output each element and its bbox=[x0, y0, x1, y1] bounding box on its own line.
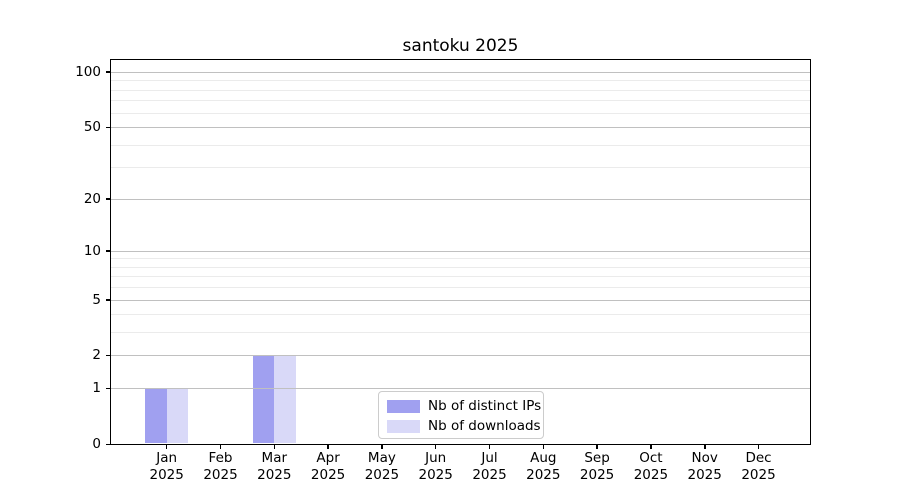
y-axis-tick bbox=[106, 250, 111, 252]
x-axis-tick bbox=[434, 444, 437, 449]
x-axis-tick bbox=[488, 444, 491, 449]
month-label: Aug bbox=[530, 450, 557, 466]
legend-swatch-icon bbox=[387, 399, 420, 413]
minor-gridline bbox=[111, 80, 810, 82]
minor-gridline bbox=[111, 287, 810, 289]
month-label: Dec bbox=[745, 450, 772, 466]
x-axis-tick bbox=[704, 444, 706, 449]
year-label: 2025 bbox=[310, 467, 346, 483]
y-axis-tick bbox=[106, 299, 111, 301]
year-label: 2025 bbox=[364, 467, 400, 483]
minor-gridline bbox=[111, 266, 810, 268]
year-label: 2025 bbox=[203, 467, 238, 483]
major-gridline bbox=[111, 388, 810, 390]
month-label: Apr bbox=[316, 450, 340, 466]
major-gridline bbox=[111, 127, 810, 128]
month-label: Jun bbox=[425, 450, 447, 466]
major-gridline bbox=[111, 250, 810, 252]
month-label: May bbox=[367, 450, 396, 466]
month-label: Nov bbox=[691, 450, 718, 466]
y-axis-tick bbox=[106, 354, 111, 357]
x-axis-tick bbox=[596, 444, 598, 449]
x-axis-tick-label: May 2025 bbox=[354, 450, 410, 484]
x-axis-tick bbox=[273, 444, 275, 449]
x-axis-tick-label: Nov 2025 bbox=[677, 450, 733, 484]
month-label: Jul bbox=[481, 450, 498, 466]
y-axis-tick bbox=[106, 198, 111, 200]
legend: Nb of distinct IPs Nb of downloads bbox=[378, 391, 544, 439]
x-axis-tick bbox=[542, 444, 544, 449]
year-label: 2025 bbox=[418, 467, 453, 483]
x-axis-tick bbox=[165, 444, 168, 449]
y-axis-tick bbox=[106, 387, 111, 390]
x-axis-tick bbox=[650, 444, 652, 449]
year-label: 2025 bbox=[472, 467, 507, 483]
bar-distinct-ips bbox=[252, 355, 275, 443]
minor-gridline bbox=[111, 258, 810, 260]
y-axis-tick-label: 50 bbox=[83, 119, 101, 135]
minor-gridline bbox=[111, 89, 810, 91]
y-axis-tick-label: 10 bbox=[83, 242, 101, 259]
x-axis-tick-label: Dec 2025 bbox=[731, 450, 787, 484]
x-axis-tick bbox=[327, 444, 329, 449]
major-gridline bbox=[111, 355, 810, 357]
month-label: Sep bbox=[584, 450, 610, 466]
year-label: 2025 bbox=[687, 467, 722, 483]
y-axis-tick-label: 20 bbox=[83, 190, 101, 207]
y-axis-tick bbox=[106, 126, 111, 128]
x-axis-tick-label: Sep 2025 bbox=[569, 450, 625, 484]
bar-downloads bbox=[166, 388, 189, 443]
x-axis-tick-label: Jan 2025 bbox=[139, 450, 195, 484]
x-axis-tick-label: Mar 2025 bbox=[246, 450, 302, 484]
minor-gridline bbox=[111, 112, 810, 114]
month-label: Feb bbox=[208, 450, 233, 466]
x-axis-tick-label: Apr 2025 bbox=[300, 450, 356, 484]
x-axis-tick-label: Feb 2025 bbox=[193, 450, 249, 484]
major-gridline bbox=[111, 299, 810, 301]
minor-gridline bbox=[111, 167, 810, 169]
bar-downloads bbox=[274, 355, 296, 443]
legend-label: Nb of downloads bbox=[428, 418, 541, 434]
plot-area bbox=[110, 59, 811, 445]
year-label: 2025 bbox=[257, 467, 292, 483]
legend-label: Nb of distinct IPs bbox=[428, 398, 542, 414]
x-axis-tick bbox=[381, 444, 383, 449]
x-axis-tick bbox=[219, 444, 222, 449]
major-gridline bbox=[111, 198, 810, 200]
year-label: 2025 bbox=[579, 467, 615, 483]
y-axis-tick-label: 2 bbox=[92, 347, 101, 364]
y-axis-tick-label: 1 bbox=[92, 380, 101, 397]
year-label: 2025 bbox=[149, 467, 184, 483]
major-gridline bbox=[111, 71, 810, 73]
month-label: Mar bbox=[261, 450, 288, 466]
y-axis-tick-label: 5 bbox=[92, 291, 101, 308]
x-axis-tick-label: Oct 2025 bbox=[623, 450, 679, 484]
chart-title: santoku 2025 bbox=[402, 36, 519, 56]
month-label: Oct bbox=[639, 450, 663, 466]
y-axis-tick bbox=[106, 443, 111, 445]
legend-swatch-icon bbox=[387, 419, 420, 433]
bar-distinct-ips bbox=[145, 388, 167, 443]
minor-gridline bbox=[111, 332, 810, 334]
y-axis-tick-label: 0 bbox=[92, 436, 101, 452]
x-axis-tick-label: Aug 2025 bbox=[515, 450, 571, 484]
x-axis-tick-label: Jun 2025 bbox=[408, 450, 464, 484]
year-label: 2025 bbox=[526, 467, 561, 483]
x-axis-tick bbox=[757, 444, 760, 449]
month-label: Jan bbox=[156, 450, 178, 466]
year-label: 2025 bbox=[741, 467, 776, 483]
y-axis-tick-label: 100 bbox=[75, 63, 101, 80]
minor-gridline bbox=[111, 314, 810, 316]
year-label: 2025 bbox=[633, 467, 669, 483]
minor-gridline bbox=[111, 276, 810, 278]
x-axis-tick-label: Jul 2025 bbox=[462, 450, 518, 484]
minor-gridline bbox=[111, 144, 810, 146]
legend-entry: Nb of downloads bbox=[379, 416, 543, 436]
y-axis-tick bbox=[106, 71, 111, 73]
legend-entry: Nb of distinct IPs bbox=[379, 396, 543, 416]
minor-gridline bbox=[111, 100, 810, 102]
